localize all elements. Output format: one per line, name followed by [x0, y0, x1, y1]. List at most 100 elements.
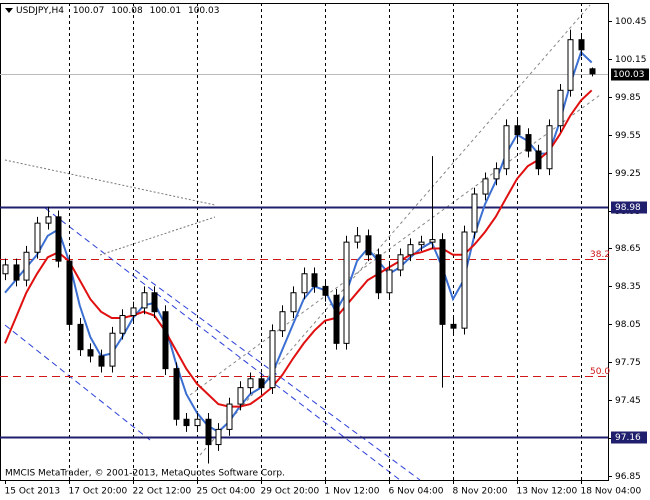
price-label-box: [611, 68, 649, 81]
candle-body: [23, 251, 30, 281]
trendlines: [4, 4, 601, 481]
x-tick-label: 13 Nov 12:00: [517, 487, 578, 497]
candle-body: [151, 292, 158, 313]
candle-body: [45, 216, 52, 224]
candle-body: [439, 239, 446, 325]
y-tick-label: 98.05: [615, 320, 641, 330]
candle-body: [173, 368, 180, 420]
candle-body: [205, 418, 212, 446]
candle-body: [461, 231, 468, 329]
candle-body: [589, 68, 596, 75]
candle-body: [279, 311, 286, 332]
candle-body: [397, 254, 404, 271]
candle-body: [301, 273, 308, 294]
x-tick-label: 18 Nov 04:00: [581, 487, 642, 497]
candle-body: [130, 307, 137, 317]
candle-body: [269, 330, 276, 389]
level-label: 98.98: [615, 203, 641, 213]
candle-body: [237, 387, 244, 405]
menu-triangle[interactable]: [5, 8, 13, 13]
y-tick-label: 96.85: [615, 472, 641, 482]
candle-body: [290, 292, 297, 313]
candle-body: [386, 269, 393, 294]
x-tick-label: 17 Oct 20:00: [69, 487, 128, 497]
fib-label: 50.0: [590, 367, 610, 377]
trend-line: [99, 216, 216, 256]
candle-body: [322, 285, 329, 296]
y-tick-label: 99.25: [615, 169, 641, 179]
channel-line: [134, 269, 421, 481]
channel-line: [4, 324, 151, 441]
candle-body: [34, 222, 41, 253]
candle-body: [482, 178, 489, 195]
fib-label: 38.2: [590, 250, 610, 260]
candle-body: [514, 125, 521, 136]
x-tick-label: 29 Oct 20:00: [261, 487, 320, 497]
x-tick-label: 22 Oct 12:00: [133, 487, 192, 497]
candle-body: [418, 241, 425, 246]
level-label-box: [611, 431, 647, 444]
candle-body: [375, 254, 382, 294]
x-tick-label: 25 Oct 04:00: [197, 487, 256, 497]
candle-body: [66, 260, 73, 325]
candle-body: [354, 235, 361, 243]
level-label-box: [611, 201, 647, 214]
candle-body: [578, 39, 585, 51]
candle-body: [493, 168, 500, 180]
candle-body: [311, 273, 318, 287]
candle-body: [567, 39, 574, 91]
price-label: 100.03: [613, 70, 645, 80]
candle-body: [546, 125, 553, 170]
candle-body: [13, 264, 20, 281]
candle-body: [407, 244, 414, 256]
y-tick-label: 100.45: [615, 17, 647, 27]
y-tick-label: 99.55: [615, 131, 641, 141]
candle-body: [194, 418, 201, 427]
candle-body: [365, 235, 372, 256]
close-value: 100.03: [188, 6, 220, 16]
candle-body: [215, 428, 222, 446]
y-tick-label: 99.85: [615, 93, 641, 103]
candle-body: [429, 239, 436, 243]
candle-body: [98, 355, 105, 367]
candle-body: [247, 378, 254, 389]
candle-body: [258, 378, 265, 389]
high-value: 100.08: [111, 6, 143, 16]
x-tick-label: 8 Nov 20:00: [453, 487, 508, 497]
y-tick-label: 98.65: [615, 244, 641, 254]
candle-body: [87, 349, 94, 357]
candle-body: [55, 216, 62, 262]
x-tick-label: 15 Oct 2013: [5, 487, 61, 497]
candle-body: [471, 193, 478, 233]
candle-body: [162, 311, 169, 370]
candle-body: [333, 294, 340, 344]
y-tick-label: 97.45: [615, 396, 641, 406]
y-tick-label: 97.75: [615, 358, 641, 368]
y-tick-label: 100.15: [615, 55, 647, 65]
candle-body: [109, 332, 116, 367]
candle-body: [119, 315, 126, 334]
x-tick-label: 6 Nov 04:00: [389, 487, 444, 497]
candle-body: [183, 418, 190, 427]
open-value: 100.07: [73, 6, 105, 16]
low-value: 100.01: [150, 6, 182, 16]
header: USDJPY,H4 100.07 100.08 100.01 100.03: [16, 6, 219, 16]
y-tick-label: 98.35: [615, 282, 641, 292]
candle-body: [2, 264, 9, 275]
level-label: 97.16: [615, 433, 641, 443]
candle-body: [141, 292, 148, 309]
symbol: USDJPY,H4: [16, 6, 64, 16]
candle-body: [77, 323, 84, 351]
candle-body: [535, 150, 542, 170]
candle-body: [503, 125, 510, 170]
channel-line: [189, 94, 601, 396]
candle-body: [226, 403, 233, 430]
candle-body: [557, 89, 564, 127]
footer-note: MMCIS MetaTrader, © 2001-2013, MetaQuote…: [5, 469, 285, 479]
x-tick-label: 1 Nov 12:00: [325, 487, 380, 497]
moving-average: [4, 89, 593, 408]
plot-frame: [0, 3, 609, 481]
candle-body: [343, 241, 350, 344]
candle-body: [525, 134, 532, 152]
